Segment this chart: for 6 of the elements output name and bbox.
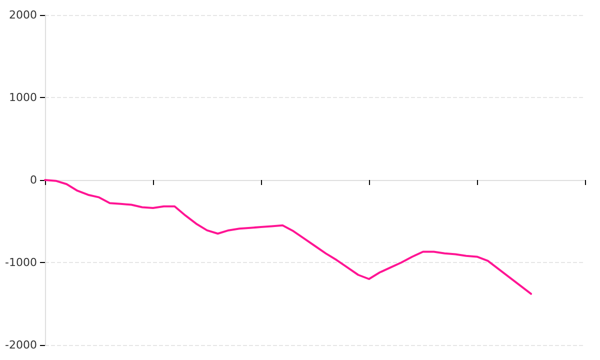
y-tick-label: 0: [30, 174, 37, 186]
y-tick-label: 2000: [9, 8, 37, 22]
y-tick-label: 1000: [9, 91, 37, 104]
line-series: [44, 179, 532, 295]
y-tick-label: -2000: [5, 338, 37, 352]
y-tick-label: -1000: [5, 256, 37, 269]
